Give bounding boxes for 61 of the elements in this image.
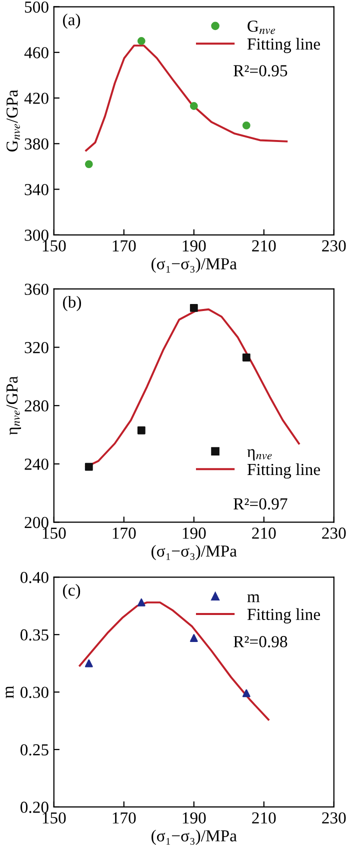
- point: [190, 304, 198, 312]
- annotation: (a): [63, 14, 80, 29]
- legend-label: Fitting line: [247, 463, 320, 479]
- y-tick-label: 340: [24, 184, 48, 196]
- x-tick-label: 210: [252, 528, 276, 539]
- point: [137, 37, 146, 45]
- x-axis-title: (σ₁−σ₃)/MPa: [152, 830, 237, 845]
- point: [137, 426, 146, 434]
- point: [190, 634, 198, 642]
- y-tick-label: 360: [24, 284, 48, 295]
- x-tick-label: 230: [322, 528, 346, 539]
- annotation: R²=0.95: [234, 65, 288, 76]
- x-tick-label: 210: [252, 812, 276, 824]
- x-tick-label: 230: [322, 812, 346, 824]
- y-tick-label: 0.40: [20, 572, 48, 584]
- x-tick-label: 170: [112, 812, 136, 824]
- y-tick-label: 500: [25, 1, 48, 13]
- x-tick-label: 190: [182, 240, 206, 252]
- point: [84, 659, 93, 668]
- x-tick-label: 150: [42, 240, 66, 252]
- y-tick-label: 460: [24, 47, 48, 58]
- y-tick-label: 380: [24, 138, 48, 150]
- x-tick-label: 170: [112, 240, 136, 252]
- x-tick-label: 230: [322, 240, 346, 252]
- point: [137, 598, 146, 606]
- y-tick-label: 200: [24, 516, 48, 528]
- x-tick-label: 190: [182, 528, 206, 539]
- x-tick-label: 170: [112, 528, 136, 539]
- y-tick-label: 420: [24, 92, 48, 104]
- legend-label: η$_{nve}$: [247, 449, 272, 461]
- x-tick-label: 210: [252, 240, 276, 252]
- y-tick-label: 280: [24, 400, 48, 412]
- x-axis-title: (σ₁−σ₃)/MPa: [152, 258, 237, 273]
- point: [190, 102, 198, 110]
- annotation: R²=0.98: [234, 636, 288, 648]
- x-tick-label: 150: [42, 528, 66, 539]
- x-tick-label: 150: [42, 812, 66, 824]
- annotation: (c): [63, 584, 80, 600]
- legend-label: m: [247, 594, 260, 602]
- y-tick-label: 0.25: [20, 744, 48, 756]
- y-tick-label: 0.30: [20, 686, 48, 698]
- y-axis-title: m: [6, 686, 14, 698]
- point: [242, 121, 250, 130]
- point: [242, 354, 250, 362]
- annotation: (b): [63, 296, 81, 312]
- y-tick-label: 0.35: [20, 629, 48, 641]
- y-axis-title: G$_{nve}$/GPa: [6, 90, 20, 152]
- y-tick-label: 0.20: [20, 802, 48, 813]
- legend-label: Fitting line: [247, 608, 320, 624]
- y-tick-label: 300: [24, 230, 48, 241]
- point: [242, 689, 250, 698]
- y-tick-label: 240: [24, 458, 48, 470]
- y-axis-title: η$_{nve}$/GPa: [6, 376, 22, 436]
- x-tick-label: 190: [182, 812, 206, 824]
- legend-label: Fitting line: [247, 38, 320, 54]
- point: [84, 160, 93, 168]
- annotation: R²=0.97: [234, 498, 288, 510]
- legend-label: G$_{nve}$: [248, 20, 276, 34]
- x-axis-title: (σ₁−σ₃)/MPa: [152, 544, 237, 560]
- y-tick-label: 320: [24, 342, 48, 354]
- point: [84, 462, 93, 471]
